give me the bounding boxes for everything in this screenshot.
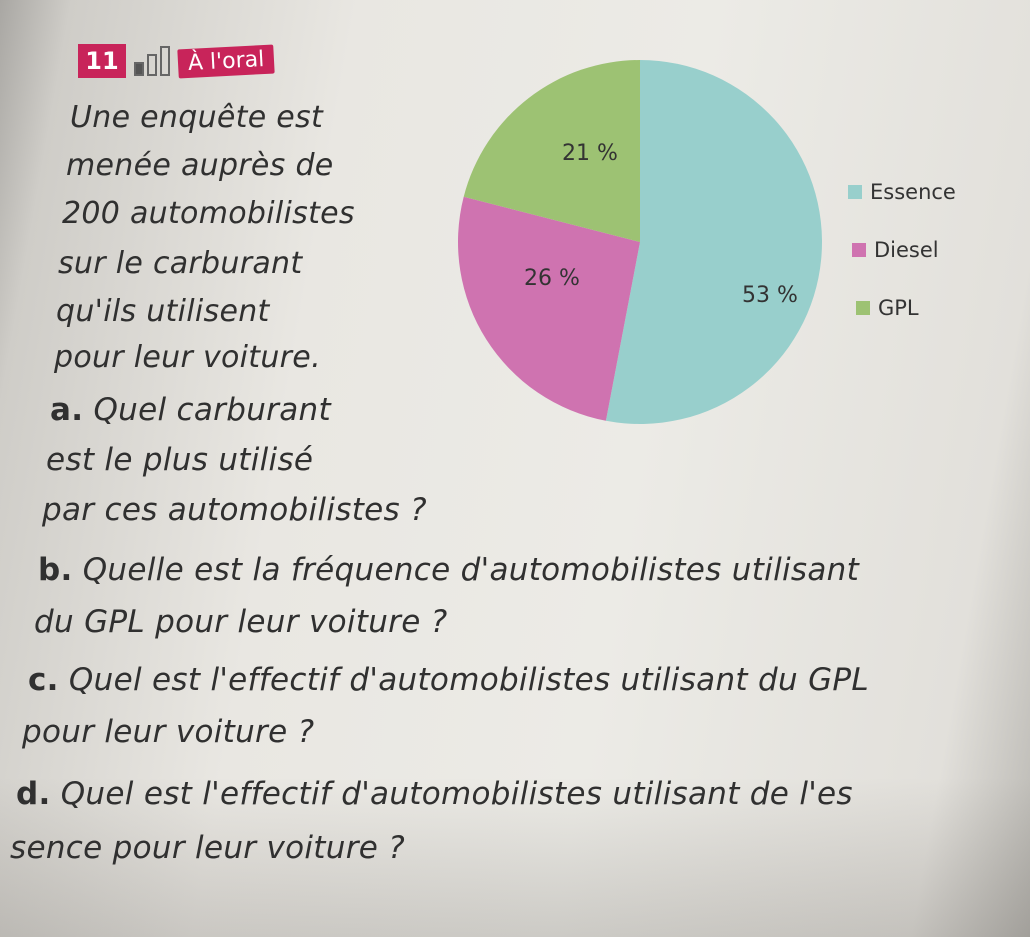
question-text: Quelle est la fréquence d'automobilistes… — [82, 552, 860, 588]
legend-label: Diesel — [874, 238, 939, 262]
fuel-pie-chart: 53 % 26 % 21 % — [458, 59, 822, 424]
intro-line: qu'ils utilisent — [56, 294, 270, 329]
intro-line: Une enquête est — [70, 100, 324, 135]
pie-slice-gpl — [463, 59, 640, 242]
pie-label-gpl: 21 % — [562, 141, 618, 166]
question-a-line: est le plus utilisé — [46, 442, 314, 478]
question-d-line: d. Quel est l'effectif d'automobilistes … — [16, 776, 853, 812]
pie-slice-diesel — [458, 196, 640, 421]
legend-item-gpl: GPL — [856, 296, 919, 320]
question-text: Quel est l'effectif d'automobilistes uti… — [60, 776, 853, 812]
legend-swatch — [856, 301, 870, 315]
legend-label: GPL — [878, 296, 919, 320]
question-c-line: c. Quel est l'effectif d'automobilistes … — [28, 662, 869, 698]
pie-slice-essence — [605, 60, 822, 424]
intro-line: menée auprès de — [66, 148, 334, 183]
question-letter: d. — [16, 776, 51, 812]
legend-swatch — [848, 185, 862, 199]
question-letter: b. — [38, 552, 73, 588]
question-letter: a. — [50, 392, 84, 428]
question-letter: c. — [28, 662, 59, 698]
legend-item-essence: Essence — [848, 180, 956, 204]
legend-swatch — [852, 243, 866, 257]
question-a-line: a. Quel carburant — [50, 392, 331, 428]
intro-line: sur le carburant — [58, 246, 303, 281]
intro-line: pour leur voiture. — [54, 340, 321, 375]
exercise-number: 11 — [78, 44, 126, 78]
question-text: Quel carburant — [93, 392, 331, 428]
pie-label-diesel: 26 % — [524, 266, 580, 291]
question-b-line: b. Quelle est la fréquence d'automobilis… — [38, 552, 859, 588]
exercise-header: 11 À l'oral — [78, 43, 276, 79]
question-a-line: par ces automobilistes ? — [42, 492, 427, 528]
legend-item-diesel: Diesel — [852, 238, 939, 262]
question-b-line: du GPL pour leur voiture ? — [34, 604, 448, 640]
intro-line: 200 automobilistes — [62, 196, 355, 231]
difficulty-bars-icon — [134, 46, 170, 76]
pie-label-essence: 53 % — [742, 283, 798, 308]
legend-label: Essence — [870, 180, 956, 204]
question-d-line: sence pour leur voiture ? — [10, 830, 406, 866]
question-c-line: pour leur voiture ? — [22, 714, 315, 750]
oral-tag: À l'oral — [177, 43, 276, 79]
question-text: Quel est l'effectif d'automobilistes uti… — [68, 662, 869, 698]
